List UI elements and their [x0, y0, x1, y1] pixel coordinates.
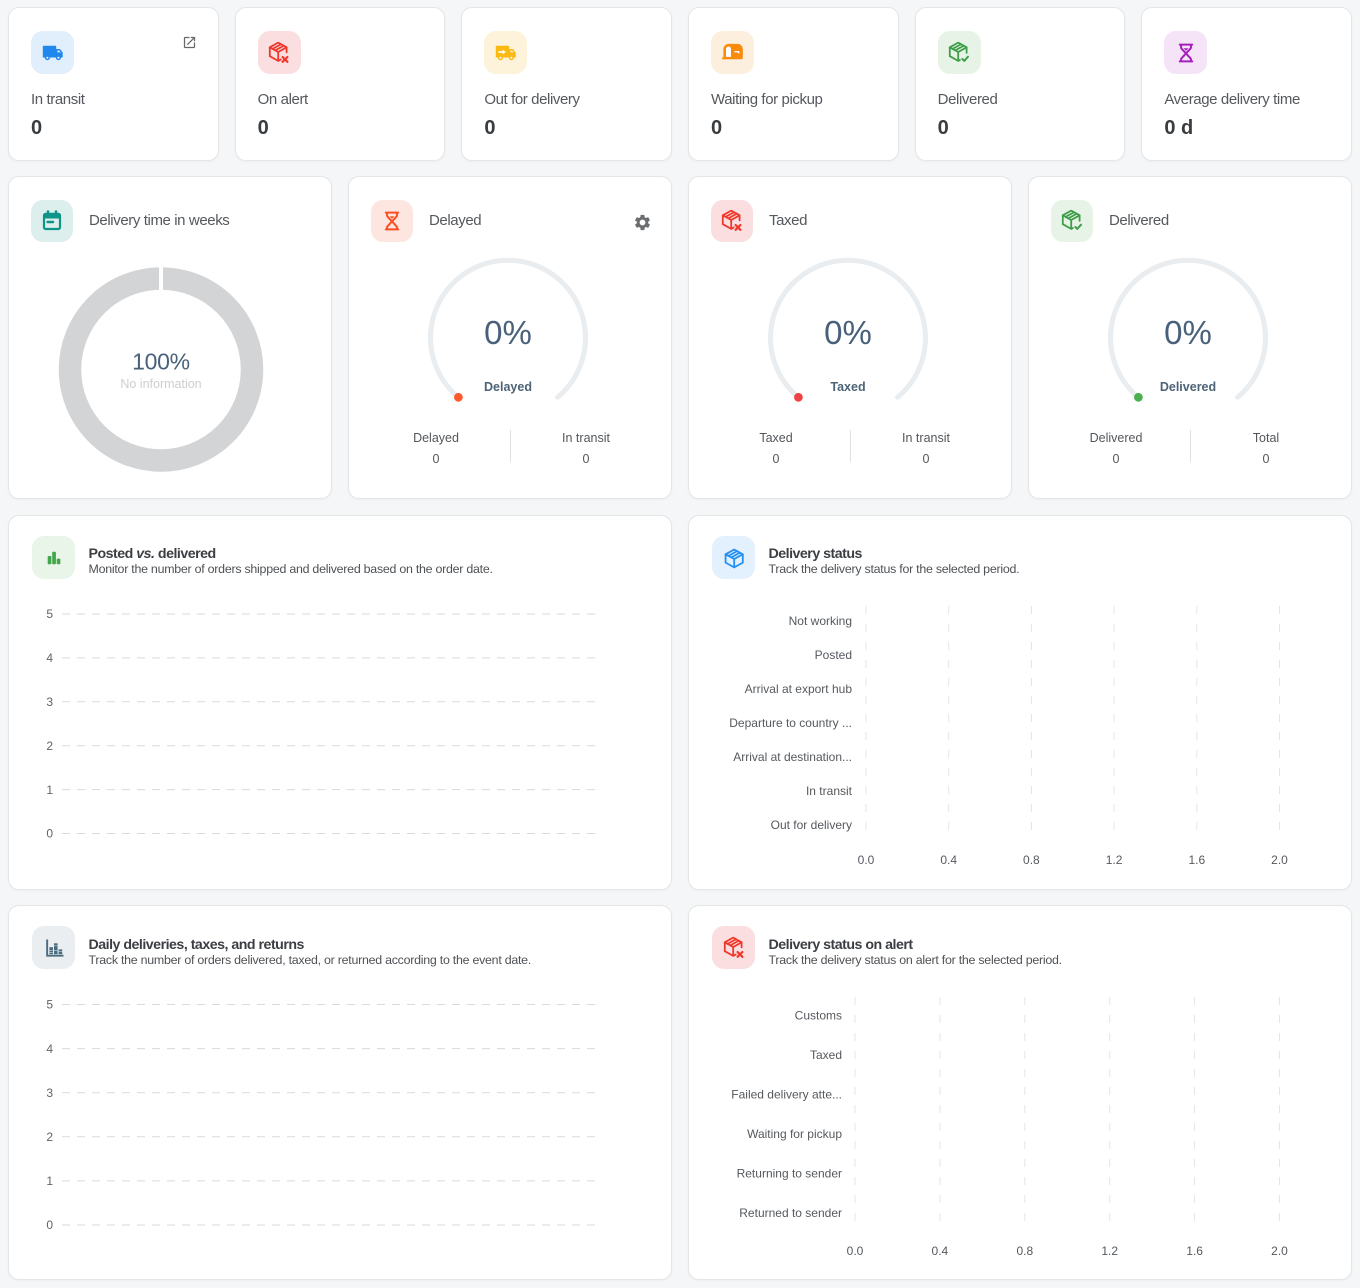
svg-text:Returned to sender: Returned to sender — [739, 1206, 842, 1220]
svg-text:Failed delivery atte...: Failed delivery atte... — [731, 1088, 842, 1102]
svg-text:Departure to country ...: Departure to country ... — [729, 716, 852, 730]
svg-text:0.0: 0.0 — [847, 1244, 864, 1258]
svg-text:Out for delivery: Out for delivery — [771, 818, 852, 832]
svg-text:2: 2 — [46, 739, 53, 753]
svg-text:Arrival at destination...: Arrival at destination... — [733, 750, 852, 764]
svg-text:Returning to sender: Returning to sender — [737, 1167, 842, 1181]
svg-text:0.4: 0.4 — [932, 1244, 949, 1258]
svg-text:3: 3 — [46, 695, 53, 709]
svg-text:1.6: 1.6 — [1188, 853, 1205, 867]
svg-text:3: 3 — [46, 1086, 53, 1100]
svg-text:Customs: Customs — [795, 1009, 842, 1023]
svg-text:In transit: In transit — [806, 784, 853, 798]
svg-text:1.6: 1.6 — [1186, 1244, 1203, 1258]
svg-text:Posted: Posted — [815, 648, 852, 662]
svg-text:2.0: 2.0 — [1271, 853, 1288, 867]
svg-text:1.2: 1.2 — [1106, 853, 1123, 867]
svg-text:2: 2 — [46, 1130, 53, 1144]
svg-text:0.0: 0.0 — [858, 853, 875, 867]
svg-text:0: 0 — [46, 1218, 53, 1232]
svg-text:1: 1 — [46, 783, 53, 797]
svg-text:4: 4 — [46, 1042, 53, 1056]
svg-text:1: 1 — [46, 1174, 53, 1188]
svg-text:0.8: 0.8 — [1023, 853, 1040, 867]
svg-text:4: 4 — [46, 651, 53, 665]
svg-text:Taxed: Taxed — [810, 1048, 842, 1062]
svg-text:0.4: 0.4 — [940, 853, 957, 867]
svg-text:5: 5 — [46, 998, 53, 1012]
svg-text:5: 5 — [46, 607, 53, 621]
svg-text:2.0: 2.0 — [1271, 1244, 1288, 1258]
svg-text:Not working: Not working — [789, 614, 852, 628]
svg-text:Waiting for pickup: Waiting for pickup — [747, 1127, 842, 1141]
svg-text:0: 0 — [46, 827, 53, 841]
svg-text:Arrival at export hub: Arrival at export hub — [745, 682, 853, 696]
svg-text:0.8: 0.8 — [1016, 1244, 1033, 1258]
svg-text:1.2: 1.2 — [1101, 1244, 1118, 1258]
